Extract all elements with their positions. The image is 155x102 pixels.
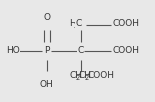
Text: 2: 2 — [84, 75, 89, 81]
Text: 2: 2 — [73, 23, 78, 29]
Text: CH: CH — [70, 71, 83, 80]
Text: C: C — [75, 19, 82, 28]
Text: C: C — [78, 47, 84, 55]
Text: COOH: COOH — [112, 47, 139, 55]
Text: HO: HO — [6, 47, 20, 55]
Text: 2: 2 — [76, 75, 80, 81]
Text: P: P — [44, 47, 49, 55]
Text: H: H — [69, 19, 75, 28]
Text: COOH: COOH — [87, 71, 114, 80]
Text: O: O — [43, 13, 50, 22]
Text: COOH: COOH — [112, 19, 139, 28]
Text: CH: CH — [78, 71, 91, 80]
Text: OH: OH — [40, 80, 54, 89]
